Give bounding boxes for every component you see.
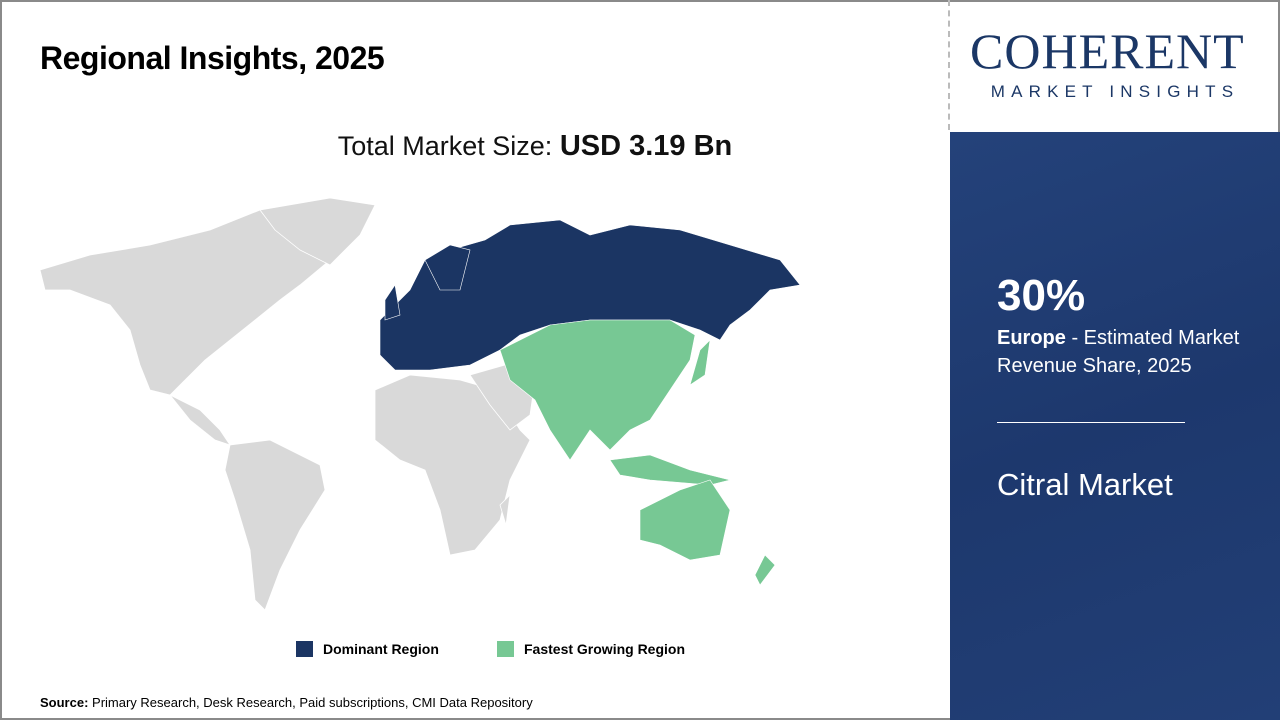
legend-label: Fastest Growing Region xyxy=(524,641,686,657)
africa xyxy=(374,374,531,556)
page-title: Regional Insights, 2025 xyxy=(40,40,385,76)
legend-swatch xyxy=(497,641,514,657)
source-text: Primary Research, Desk Research, Paid su… xyxy=(88,695,533,710)
total-market-size: Total Market Size: USD 3.19 Bn xyxy=(0,128,1070,164)
region-name: Europe xyxy=(997,327,1066,349)
indonesia xyxy=(609,454,731,486)
scandinavia xyxy=(424,244,471,291)
new-zealand xyxy=(754,554,776,586)
logo-name: COHERENT xyxy=(970,23,1245,79)
uk xyxy=(384,284,401,321)
divider xyxy=(948,0,950,130)
share-description: Europe - Estimated Market Revenue Share,… xyxy=(997,324,1272,380)
japan xyxy=(689,339,711,386)
australia xyxy=(639,479,731,561)
total-label: Total Market Size: xyxy=(337,131,560,161)
world-map xyxy=(39,197,801,611)
logo: COHERENT MARKET INSIGHTS xyxy=(950,0,1280,130)
europe-russia xyxy=(379,219,801,371)
insight-panel: 30% Europe - Estimated Market Revenue Sh… xyxy=(950,132,1280,720)
logo-tagline: MARKET INSIGHTS xyxy=(990,82,1240,101)
source-label: Source: xyxy=(40,695,89,710)
description-text: - Estimated Market Revenue Share, 2025 xyxy=(997,327,1240,377)
legend-swatch xyxy=(296,641,313,657)
panel-divider xyxy=(997,422,1185,423)
south-america xyxy=(224,439,326,611)
central-america xyxy=(169,394,231,446)
legend-fastest: Fastest Growing Region xyxy=(497,640,685,658)
total-value: USD 3.19 Bn xyxy=(559,130,733,162)
source-note: Source: Primary Research, Desk Research,… xyxy=(40,695,533,711)
share-percent: 30% xyxy=(997,271,1086,320)
legend-dominant: Dominant Region xyxy=(296,640,439,658)
madagascar xyxy=(499,493,511,526)
market-name: Citral Market xyxy=(997,467,1173,502)
legend-label: Dominant Region xyxy=(323,641,439,657)
greenland xyxy=(259,197,376,266)
north-america xyxy=(39,204,361,396)
asia-pacific xyxy=(499,319,696,461)
